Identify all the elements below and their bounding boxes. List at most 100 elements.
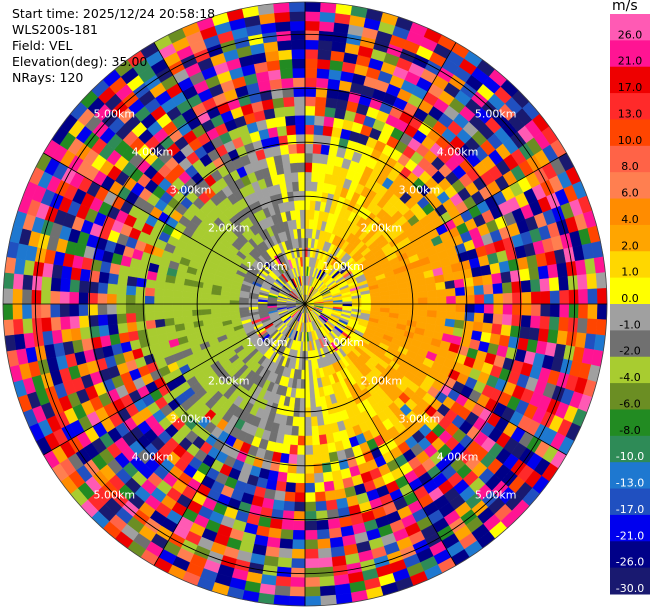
ppi-gate-cell [107, 323, 119, 336]
ppi-gate-cell [12, 273, 24, 290]
ppi-gate-cell [229, 303, 240, 309]
ppi-gate-cell [568, 289, 579, 305]
ppi-gate-cell [59, 303, 70, 318]
colorbar-swatch [610, 277, 650, 305]
ppi-gate-cell [389, 303, 400, 310]
colorbar-swatch [610, 383, 650, 410]
ppi-gate-cell [483, 303, 495, 315]
ppi-gate-cell [596, 287, 608, 305]
ppi-gate-cell [31, 289, 42, 305]
ppi-gate-cell [291, 548, 306, 560]
ppi-gate-cell [318, 39, 333, 51]
ppi-gate-cell [311, 162, 321, 173]
ppi-gate-cell [304, 369, 310, 380]
ppi-gate-cell [454, 286, 466, 297]
ppi-gate-cell [297, 171, 306, 182]
ppi-gate-cell [144, 286, 156, 297]
ppi-gate-cell [284, 105, 296, 117]
ppi-gate-cell [427, 296, 438, 305]
ppi-gate-cell [59, 278, 71, 292]
ppi-gate-cell [275, 575, 291, 587]
ppi-gate-cell [325, 97, 338, 109]
ppi-gate-cell [323, 116, 335, 128]
ppi-gate-cell [578, 288, 589, 305]
ppi-gate-cell [319, 21, 335, 33]
ppi-gate-cell [297, 162, 306, 173]
range-ring-label: 1.00km [322, 260, 364, 273]
ppi-gate-cell [417, 290, 428, 299]
ppi-gate-cell [474, 303, 485, 314]
colorbar-swatch [610, 224, 650, 252]
ppi-gate-cell [300, 228, 306, 239]
ppi-gate-cell [329, 536, 344, 549]
ppi-gate-cell [329, 59, 344, 72]
ppi-gate-cell [291, 181, 300, 192]
ppi-gate-cell [370, 299, 381, 305]
ppi-gate-cell [145, 319, 157, 330]
ppi-gate-cell [331, 469, 343, 482]
ppi-gate-cell [163, 288, 174, 298]
colorbar-tick-label: -6.0 [619, 397, 640, 410]
ppi-gate-cell [275, 116, 287, 128]
colorbar-tick-label: -26.0 [616, 556, 644, 569]
ppi-gate-cell [116, 293, 127, 305]
ppi-gate-cell [219, 303, 230, 309]
ppi-gate-cell [98, 324, 110, 337]
colorbar-unit: m/s [612, 0, 638, 14]
ppi-gate-cell [289, 435, 299, 446]
ppi-gate-cell [304, 67, 318, 79]
ppi-gate-cell [200, 298, 212, 305]
range-ring-label: 3.00km [170, 184, 212, 197]
ppi-gate-cell [502, 292, 513, 305]
ppi-gate-cell [40, 289, 51, 305]
ppi-gate-cell [472, 275, 484, 287]
ppi-gate-cell [316, 529, 330, 540]
ppi-gate-cell [319, 585, 336, 597]
ppi-gate-cell [444, 280, 456, 290]
range-ring-label: 2.00km [208, 222, 250, 235]
ppi-gate-cell [288, 595, 306, 607]
ppi-gate-cell [294, 209, 301, 220]
ppi-gate-cell [219, 307, 231, 314]
ppi-gate-cell [229, 307, 240, 313]
ppi-gate-cell [297, 426, 306, 437]
ppi-gate-cell [284, 172, 293, 184]
ppi-gate-cell [279, 538, 293, 550]
ppi-gate-cell [70, 266, 82, 281]
ppi-gate-cell [327, 78, 341, 90]
ppi-gate-cell [283, 96, 295, 108]
ppi-gate-cell [78, 280, 90, 293]
colorbar-swatch [610, 145, 650, 173]
ppi-gate-cell [312, 453, 323, 465]
colorbar-swatch [610, 488, 650, 516]
ppi-gate-cell [97, 314, 109, 326]
ppi-gate-cell [473, 285, 485, 296]
ppi-gate-cell [298, 190, 306, 201]
ppi-gate-cell [274, 11, 291, 23]
ppi-gate-cell [298, 181, 306, 192]
ppi-gate-cell [586, 318, 598, 335]
ppi-gate-cell [389, 298, 400, 305]
ppi-gate-cell [315, 96, 327, 108]
ppi-gate-cell [304, 20, 321, 31]
colorbar-tick-label: -2.0 [619, 345, 640, 358]
ppi-gate-cell [436, 288, 447, 298]
ppi-gate-cell [275, 21, 291, 33]
ppi-gate-cell [379, 294, 391, 301]
ppi-gate-cell [69, 279, 80, 293]
colorbar-tick-label: -8.0 [619, 424, 640, 437]
ppi-gate-cell [417, 303, 428, 311]
ppi-gate-cell [125, 285, 137, 296]
ppi-gate-cell [106, 313, 118, 325]
ppi-gate-cell [576, 318, 588, 334]
ppi-gate-cell [291, 58, 306, 69]
ppi-gate-cell [304, 435, 313, 446]
ppi-gate-cell [596, 303, 608, 321]
ppi-gate-cell [304, 190, 312, 201]
ppi-gate-cell [116, 313, 127, 324]
ppi-gate-cell [304, 595, 322, 607]
ppi-gate-cell [297, 435, 306, 446]
ppi-gate-cell [304, 379, 310, 390]
ppi-gate-cell [304, 152, 314, 163]
ppi-gate-cell [210, 303, 221, 310]
